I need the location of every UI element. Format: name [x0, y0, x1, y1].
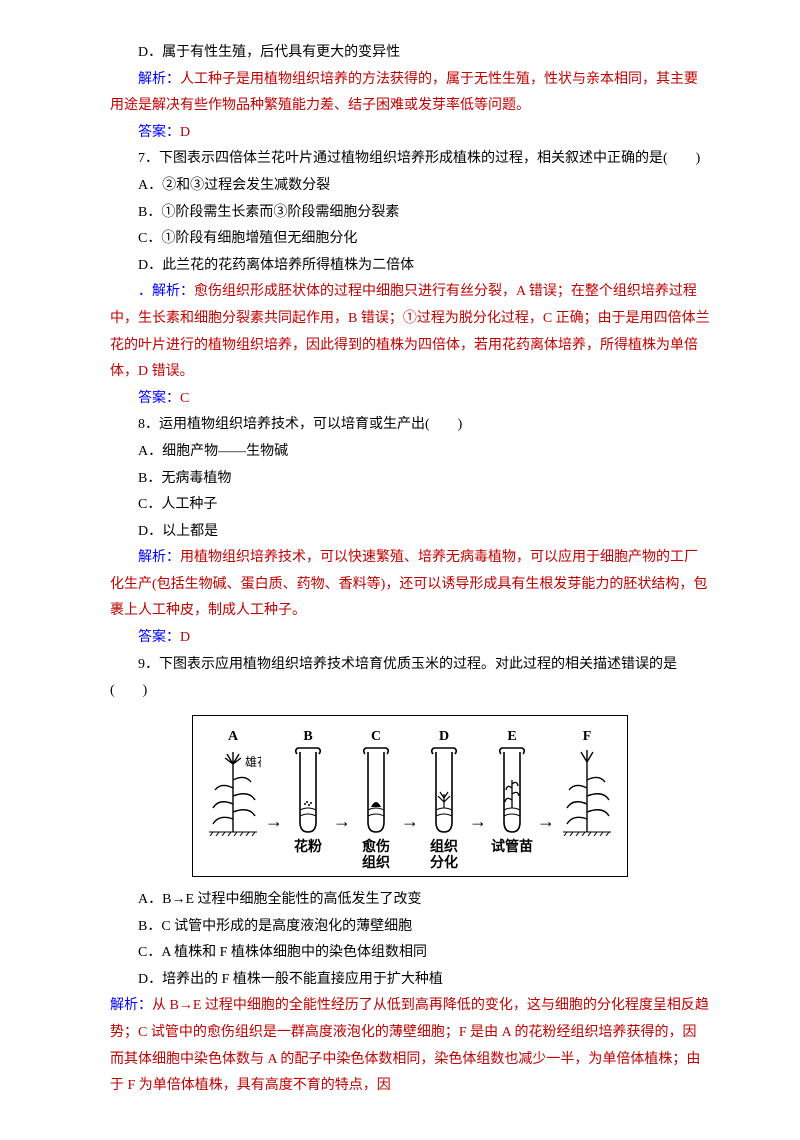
q9-option-b: B．C 试管中形成的是高度液泡化的薄壁细胞: [110, 914, 710, 941]
q8-answer-label: 答案：: [138, 630, 180, 645]
botlabel-c: 愈伤 组织: [362, 840, 390, 872]
q6-analysis-label: 解析：: [138, 72, 180, 87]
corn-diagram: A 雄花: [110, 715, 710, 877]
tube-e-icon: [491, 744, 533, 836]
tube-c-icon: [355, 744, 397, 836]
botlabel-b: 花粉: [294, 840, 322, 872]
stage-c: C 愈伤 组织: [355, 724, 397, 872]
q9-analysis-wrap: 解析：从 B→E 过程中细胞的全能性经历了从低到高再降低的变化，这与细胞的分化程…: [110, 993, 710, 1099]
q8-option-d: D．以上都是: [110, 519, 710, 546]
q8-answer-wrap: 答案：D: [110, 625, 710, 652]
q8-analysis-label: 解析：: [138, 550, 180, 565]
q7-option-d: D．此兰花的花药离体培养所得植株为二倍体: [110, 253, 710, 280]
q6-answer-wrap: 答案：D: [110, 120, 710, 147]
label-a: A: [228, 724, 238, 742]
q7-analysis-label: ．解析：: [138, 284, 194, 299]
plant-a-icon: 雄花: [205, 744, 261, 836]
q9-option-c: C．A 植株和 F 植株体细胞中的染色体组数相同: [110, 940, 710, 967]
q8-option-c: C．人工种子: [110, 492, 710, 519]
q8-stem: 8．运用植物组织培养技术，可以培育或生产出( ): [110, 412, 710, 439]
q8-analysis-wrap: 解析：用植物组织培养技术，可以快速繁殖、培养无病毒植物，可以应用于细胞产物的工厂…: [110, 545, 710, 625]
q9-stem: 9．下图表示应用植物组织培养技术培育优质玉米的过程。对此过程的相关描述错误的是(…: [110, 652, 710, 705]
botlabel-d: 组织 分化: [430, 840, 458, 872]
tube-d-icon: [423, 744, 465, 836]
q8-option-a: A．细胞产物——生物碱: [110, 439, 710, 466]
q7-option-a: A．②和③过程会发生减数分裂: [110, 173, 710, 200]
stage-e: E 试管苗: [491, 724, 533, 872]
q8-analysis: 用植物组织培养技术，可以快速繁殖、培养无病毒植物，可以应用于细胞产物的工厂化生产…: [110, 550, 707, 618]
q6-analysis: 人工种子是用植物组织培养的方法获得的，属于无性生殖，性状与亲本相同，其主要用途是…: [110, 72, 698, 114]
q7-answer-label: 答案：: [138, 391, 180, 406]
q7-stem: 7．下图表示四倍体兰花叶片通过植物组织培养形成植株的过程，相关叙述中正确的是( …: [110, 146, 710, 173]
q6-option-d: D．属于有性生殖，后代具有更大的变异性: [110, 40, 710, 67]
stage-f: F: [559, 724, 615, 872]
stage-a: A 雄花: [205, 724, 261, 872]
arrow-icon: →: [399, 804, 421, 872]
q9-option-a: A．B→E 过程中细胞全能性的高低发生了改变: [110, 887, 710, 914]
label-d: D: [439, 724, 449, 742]
arrow-icon: →: [535, 804, 557, 872]
q6-answer-label: 答案：: [138, 125, 180, 140]
q7-answer-wrap: 答案：C: [110, 386, 710, 413]
label-f: F: [583, 724, 592, 742]
label-c: C: [371, 724, 381, 742]
stage-b: B 花粉: [287, 724, 329, 872]
label-b: B: [303, 724, 312, 742]
q8-option-b: B．无病毒植物: [110, 466, 710, 493]
q7-analysis: 愈伤组织形成胚状体的过程中细胞只进行有丝分裂，A 错误；在整个组织培养过程中，生…: [110, 284, 710, 379]
arrow-icon: →: [331, 804, 353, 872]
q7-analysis-wrap: ．解析：愈伤组织形成胚状体的过程中细胞只进行有丝分裂，A 错误；在整个组织培养过…: [110, 279, 710, 385]
anther-label-text: 雄花: [245, 754, 261, 769]
stage-d: D 组织 分化: [423, 724, 465, 872]
arrow-icon: →: [467, 804, 489, 872]
plant-f-icon: [559, 744, 615, 836]
q9-option-d: D．培养出的 F 植株一般不能直接应用于扩大种植: [110, 967, 710, 994]
q8-answer: D: [180, 630, 190, 645]
arrow-icon: →: [263, 804, 285, 872]
q7-option-c: C．①阶段有细胞增殖但无细胞分化: [110, 226, 710, 253]
q6-answer: D: [180, 125, 190, 140]
q7-option-b: B．①阶段需生长素而③阶段需细胞分裂素: [110, 200, 710, 227]
tube-b-icon: [287, 744, 329, 836]
q9-analysis: 从 B→E 过程中细胞的全能性经历了从低到高再降低的变化，这与细胞的分化程度呈相…: [110, 998, 709, 1093]
q9-analysis-label: 解析：: [110, 998, 152, 1013]
label-e: E: [507, 724, 516, 742]
q7-answer: C: [180, 391, 189, 406]
q6-analysis-wrap: 解析：人工种子是用植物组织培养的方法获得的，属于无性生殖，性状与亲本相同，其主要…: [110, 67, 710, 120]
botlabel-e: 试管苗: [491, 840, 533, 872]
